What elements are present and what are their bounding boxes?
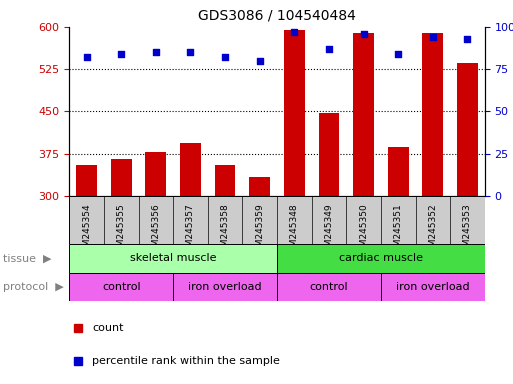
Point xyxy=(221,54,229,60)
Bar xyxy=(249,177,270,196)
Text: GSM245348: GSM245348 xyxy=(290,203,299,258)
Text: GSM245355: GSM245355 xyxy=(116,203,126,258)
Point xyxy=(429,34,437,40)
Text: iron overload: iron overload xyxy=(396,282,470,292)
Text: GSM245349: GSM245349 xyxy=(324,203,333,258)
Point xyxy=(290,29,299,35)
Bar xyxy=(284,30,305,196)
Text: protocol  ▶: protocol ▶ xyxy=(3,282,63,292)
Text: control: control xyxy=(310,282,348,292)
Point xyxy=(117,51,125,57)
Text: tissue  ▶: tissue ▶ xyxy=(3,253,51,263)
Text: GSM245351: GSM245351 xyxy=(393,203,403,258)
Bar xyxy=(69,244,277,273)
Bar xyxy=(76,165,97,196)
Title: GDS3086 / 104540484: GDS3086 / 104540484 xyxy=(198,9,356,23)
Point xyxy=(255,58,264,64)
Bar xyxy=(111,159,131,196)
Bar xyxy=(388,147,408,196)
Text: GSM245356: GSM245356 xyxy=(151,203,161,258)
Bar xyxy=(214,165,235,196)
Text: GSM245357: GSM245357 xyxy=(186,203,195,258)
Bar xyxy=(457,63,478,196)
Bar xyxy=(381,273,485,301)
Text: percentile rank within the sample: percentile rank within the sample xyxy=(92,356,280,366)
Text: control: control xyxy=(102,282,141,292)
Text: GSM245353: GSM245353 xyxy=(463,203,472,258)
Bar xyxy=(173,273,277,301)
Text: cardiac muscle: cardiac muscle xyxy=(339,253,423,263)
Text: GSM245352: GSM245352 xyxy=(428,203,438,258)
Bar xyxy=(422,33,443,196)
Text: count: count xyxy=(92,323,124,333)
Bar xyxy=(277,244,485,273)
Text: iron overload: iron overload xyxy=(188,282,262,292)
Bar xyxy=(146,152,166,196)
Bar xyxy=(277,273,381,301)
Text: GSM245359: GSM245359 xyxy=(255,203,264,258)
Bar xyxy=(353,33,374,196)
Bar xyxy=(180,144,201,196)
Point xyxy=(394,51,402,57)
Text: GSM245358: GSM245358 xyxy=(221,203,230,258)
Bar xyxy=(319,113,339,196)
Point xyxy=(83,54,91,60)
Point xyxy=(463,36,471,42)
Text: skeletal muscle: skeletal muscle xyxy=(130,253,216,263)
Bar xyxy=(69,273,173,301)
Text: GSM245354: GSM245354 xyxy=(82,203,91,258)
Point xyxy=(325,46,333,52)
Point xyxy=(360,31,368,37)
Point xyxy=(186,49,194,55)
Point xyxy=(152,49,160,55)
Text: GSM245350: GSM245350 xyxy=(359,203,368,258)
